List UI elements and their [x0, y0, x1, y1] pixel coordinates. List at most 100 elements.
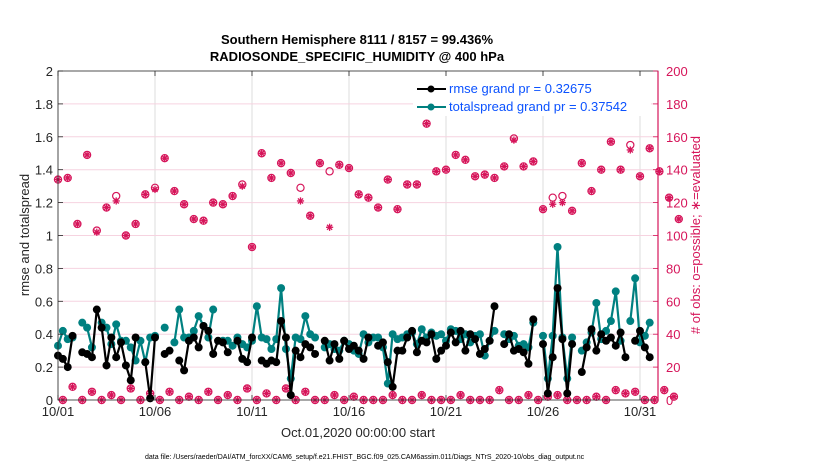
totalspread-point	[252, 302, 261, 311]
y2-axis-ticks: 0 20 40 60 80 100 120 140 160 180 200	[653, 64, 688, 408]
y-tick-label: 1.2	[35, 196, 53, 211]
evaluated-obs-marker	[267, 174, 275, 182]
evaluated-obs-marker	[224, 391, 232, 399]
evaluated-obs-marker	[461, 156, 469, 164]
rmse-point	[568, 340, 577, 349]
evaluated-obs-marker	[403, 180, 411, 189]
totalspread-point	[568, 333, 577, 342]
rmse-point	[461, 346, 470, 355]
evaluated-obs-marker	[612, 386, 620, 394]
rmse-line	[178, 323, 229, 375]
x-tick-label: 10/21	[430, 404, 463, 419]
rmse-point	[606, 333, 615, 342]
totalspread-point	[126, 343, 135, 352]
totalspread-point	[175, 305, 184, 314]
rmse-point	[112, 353, 121, 362]
totalspread-point	[388, 330, 397, 339]
evaluated-obs-marker	[282, 384, 290, 393]
y-tick-label: 2	[46, 64, 53, 79]
rmse-point	[543, 389, 552, 398]
rmse-point	[277, 317, 286, 326]
evaluated-obs-marker	[587, 187, 596, 195]
y-tick-label: 0.8	[35, 261, 53, 276]
evaluated-obs-marker	[165, 388, 174, 396]
legend-spread-marker	[427, 103, 435, 111]
rmse-point	[92, 305, 101, 314]
totalspread-point	[189, 326, 198, 335]
totalspread-point	[592, 298, 601, 307]
y-axis-label: rmse and totalspread	[17, 174, 32, 296]
evaluated-obs-marker	[248, 243, 256, 251]
rmse-point	[340, 336, 349, 345]
evaluated-obs-marker	[456, 391, 465, 399]
rmse-point	[102, 361, 111, 370]
evaluated-obs-marker	[258, 149, 266, 157]
possible-obs-marker	[558, 191, 567, 201]
totalspread-point	[296, 335, 305, 344]
rmse-point	[243, 358, 252, 367]
totalspread-point	[311, 333, 320, 342]
evaluated-obs-marker	[326, 223, 334, 231]
totalspread-point	[539, 331, 547, 340]
totalspread-point	[417, 325, 426, 334]
rmse-point	[126, 376, 135, 385]
evaluated-obs-marker	[83, 151, 91, 159]
rmse-point	[466, 330, 475, 339]
rmse-point	[432, 354, 441, 363]
legend: rmse grand pr = 0.32675 totalspread gran…	[413, 76, 651, 116]
rmse-point	[412, 348, 421, 357]
y2-tick-label: 120	[666, 196, 688, 211]
right-axis-grid	[58, 103, 658, 368]
rmse-point	[442, 341, 450, 350]
evaluated-obs-marker	[350, 393, 358, 401]
rmse-line	[323, 337, 370, 365]
rmse-point	[286, 391, 295, 400]
totalspread-point	[78, 318, 87, 327]
rmse-point	[475, 349, 484, 358]
possible-obs-marker	[325, 167, 334, 176]
rmse-point	[272, 358, 281, 367]
rmse-point	[403, 333, 412, 342]
rmse-point	[325, 356, 334, 365]
x-axis-label: Oct.01,2020 00:00:00 start	[281, 425, 435, 440]
y2-tick-label: 40	[666, 327, 680, 342]
rmse-point	[330, 340, 339, 349]
evaluated-obs-marker	[243, 384, 251, 393]
evaluated-obs-marker	[306, 212, 314, 220]
evaluated-obs-marker	[413, 180, 421, 189]
rmse-point	[582, 343, 591, 352]
rmse-point	[378, 338, 387, 347]
rmse-point	[451, 338, 460, 347]
chart-subtitle: RADIOSONDE_SPECIFIC_HUMIDITY @ 400 hPa	[210, 49, 505, 64]
rmse-point	[204, 326, 213, 335]
rmse-point	[408, 326, 417, 335]
evaluated-obs-marker	[675, 215, 683, 223]
totalspread-point	[160, 323, 169, 332]
rmse-point	[68, 331, 77, 340]
rmse-point	[456, 326, 465, 335]
x-tick-label: 10/16	[333, 404, 366, 419]
evaluated-obs-marker	[112, 197, 120, 205]
totalspread-point	[606, 317, 615, 326]
rmse-point	[577, 368, 586, 377]
evaluated-obs-marker	[646, 144, 654, 152]
rmse-point	[548, 353, 557, 362]
evaluated-obs-marker	[660, 386, 668, 394]
rmse-point	[117, 338, 126, 347]
rmse-point	[349, 341, 358, 350]
evaluated-obs-marker	[592, 393, 600, 401]
evaluated-obs-marker	[262, 389, 271, 398]
rmse-point	[151, 333, 159, 342]
totalspread-point	[490, 326, 499, 335]
rmse-point	[529, 315, 538, 324]
rmse-point	[97, 323, 106, 332]
evaluated-obs-marker	[161, 154, 169, 162]
evaluated-obs-marker	[238, 182, 246, 190]
rmse-point	[296, 353, 305, 362]
y-tick-label: 1	[46, 229, 53, 244]
y2-axis-label: # of obs: o=possible; ∗=evaluated	[688, 136, 703, 334]
evaluated-obs-marker	[442, 166, 450, 174]
rmse-point	[354, 346, 363, 355]
evaluated-obs-marker	[287, 169, 295, 177]
rmse-point	[519, 348, 528, 357]
